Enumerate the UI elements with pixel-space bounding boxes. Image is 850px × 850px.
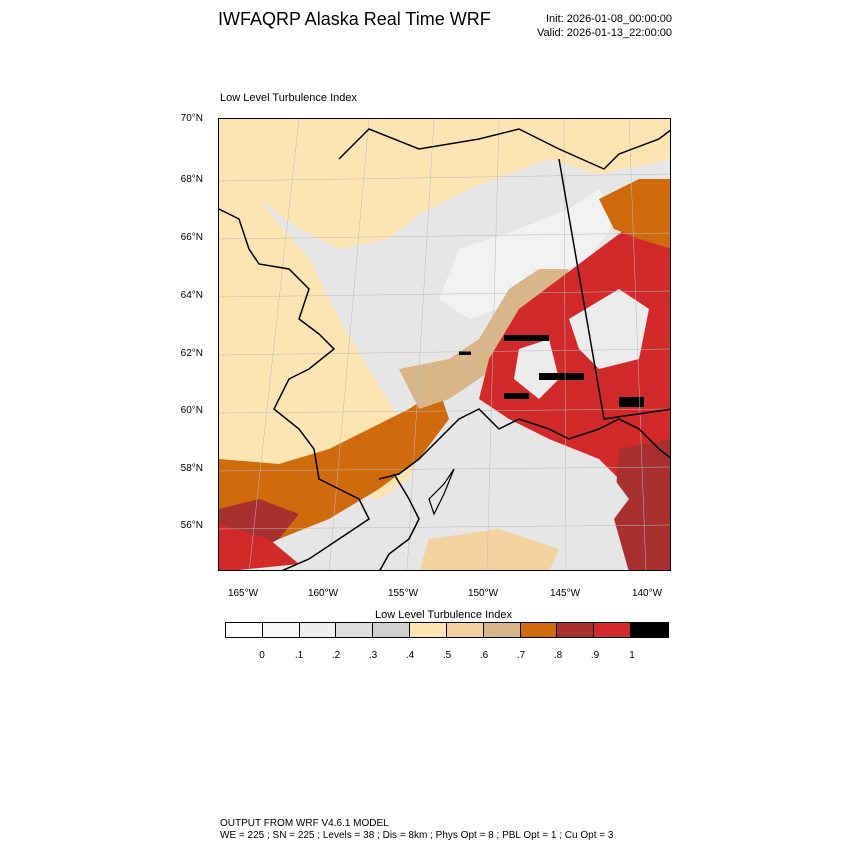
lon-label-160: 160°W <box>307 588 339 599</box>
colorbar <box>225 622 669 638</box>
panel-title: Low Level Turbulence Index <box>220 92 357 104</box>
footer-model-line: OUTPUT FROM WRF V4.6.1 MODEL <box>220 818 389 829</box>
map-plot <box>218 118 671 571</box>
max-index-patch-4 <box>619 397 644 407</box>
colorbar-swatch <box>299 623 337 637</box>
colorbar-swatch <box>446 623 484 637</box>
max-index-patch-3 <box>504 393 529 399</box>
lat-label-64: 64°N <box>180 290 203 301</box>
colorbar-label: .6 <box>479 650 489 661</box>
high-index-south-east <box>614 439 670 570</box>
colorbar-swatch <box>373 623 411 637</box>
colorbar-swatch <box>557 623 595 637</box>
colorbar-label: 0 <box>259 650 265 661</box>
colorbar-label: .2 <box>331 650 341 661</box>
graticule <box>219 119 670 570</box>
colorbar-swatch <box>410 623 447 637</box>
colorbar-label: .3 <box>368 650 378 661</box>
colorbar-swatch <box>262 623 300 637</box>
model-footer: OUTPUT FROM WRF V4.6.1 MODEL WE = 225 ; … <box>220 818 613 842</box>
colorbar-swatch <box>520 623 558 637</box>
colorbar-label: .9 <box>590 650 600 661</box>
lat-label-70: 70°N <box>180 113 203 124</box>
very-high-index-sw <box>219 524 299 570</box>
lon-label-145: 145°W <box>549 588 581 599</box>
run-info: Init: 2026-01-08_00:00:00 Valid: 2026-01… <box>537 12 672 40</box>
west-coastline <box>219 208 370 570</box>
lat-label-60: 60°N <box>180 405 203 416</box>
colorbar-swatch <box>631 623 668 637</box>
moderate-index-band <box>219 389 449 539</box>
peninsula-coastline <box>379 473 420 570</box>
init-time: Init: 2026-01-08_00:00:00 <box>546 13 672 25</box>
turbulence-field-map <box>219 119 670 570</box>
lon-label-165: 165°W <box>227 588 259 599</box>
low-index-region <box>219 119 670 249</box>
lat-label-68: 68°N <box>180 174 203 185</box>
lat-label-56: 56°N <box>180 520 203 531</box>
colorbar-title: Low Level Turbulence Index <box>375 609 512 621</box>
lat-label-66: 66°N <box>180 232 203 243</box>
canada-border <box>558 158 670 420</box>
grey-patch-1 <box>569 289 649 369</box>
moderate-index-north-east <box>599 179 670 249</box>
lon-label-155: 155°W <box>387 588 419 599</box>
low-index-region-west <box>219 199 419 499</box>
colorbar-label: .1 <box>294 650 304 661</box>
max-index-patch-5 <box>459 351 471 355</box>
lon-label-150: 150°W <box>467 588 499 599</box>
gulf-pale-region <box>419 529 559 570</box>
kodiak-island <box>428 468 455 516</box>
colorbar-label: .7 <box>516 650 526 661</box>
valid-time: Valid: 2026-01-13_22:00:00 <box>537 27 672 39</box>
colorbar-swatch <box>594 623 632 637</box>
colorbar-swatch <box>336 623 374 637</box>
lon-label-140: 140°W <box>631 588 663 599</box>
main-title: IWFAQRP Alaska Real Time WRF <box>218 9 491 29</box>
colorbar-label: .8 <box>553 650 563 661</box>
colorbar-swatch <box>483 623 521 637</box>
lat-label-62: 62°N <box>180 348 203 359</box>
max-index-patch-2 <box>539 373 584 380</box>
footer-config-line: WE = 225 ; SN = 225 ; Levels = 38 ; Dis … <box>220 830 614 841</box>
colorbar-swatch <box>226 623 263 637</box>
lat-label-58: 58°N <box>180 463 203 474</box>
south-coastline <box>378 408 670 480</box>
interior-light-region <box>439 189 619 319</box>
grey-patch-2 <box>514 339 559 399</box>
gulf-grey-region <box>439 439 629 559</box>
max-index-patch-1 <box>504 335 549 341</box>
colorbar-label: .5 <box>442 650 452 661</box>
colorbar-label: .4 <box>405 650 415 661</box>
arctic-coastline <box>338 128 670 170</box>
colorbar-label: 1 <box>629 650 635 661</box>
